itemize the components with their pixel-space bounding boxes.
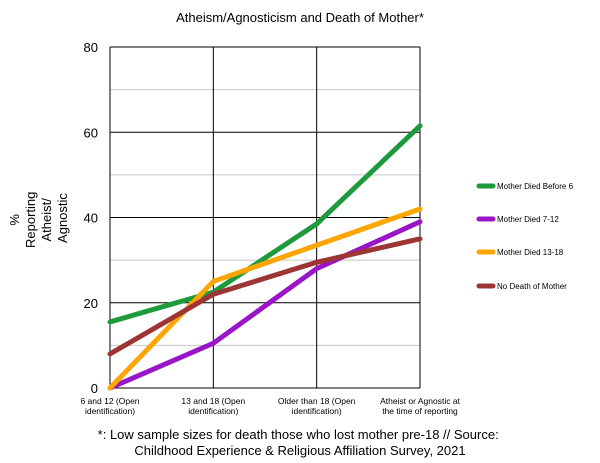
series-line [107,219,423,391]
legend: Mother Died Before 6 Mother Died 7-12 Moth… [476,182,574,291]
y-tick-label: 20 [84,296,98,311]
axes [109,47,420,389]
series-line [107,236,423,357]
x-tick-label-line: Older than 18 (Open [278,396,356,406]
y-axis-label: % Reporting Atheist/ Agnostic [7,188,70,248]
x-tick-label-line: Atheist or Agnostic at [380,396,460,406]
x-tick-label: 6 and 12 (Open identification) [80,396,139,416]
x-tick-label: Older than 18 (Open identification) [278,396,356,416]
y-axis-label-line: Reporting [23,192,38,248]
x-tick-label: 13 and 18 (Open identification) [181,396,245,416]
footnote: *: Low sample sizes for death those who … [98,427,503,458]
y-tick-label: 60 [84,125,98,140]
x-tick-label-line: 13 and 18 (Open [181,396,245,406]
x-tick-label-line: identification) [85,406,135,416]
x-tick-label-line: 6 and 12 (Open [80,396,139,406]
chart-title: Atheism/Agnosticism and Death of Mother* [176,10,424,25]
y-axis-label-line: Agnostic [55,193,70,243]
y-tick-label: 40 [84,211,98,226]
y-axis-label-line: % [7,214,22,226]
footnote-line: *: Low sample sizes for death those who … [98,427,499,442]
series-line [107,206,423,391]
legend-label: Mother Died 13-18 [497,248,564,257]
y-axis-ticks: 0 20 40 60 80 [84,40,98,396]
series-line [107,123,423,325]
x-tick-label-line: the time of reporting [382,406,458,416]
series-lines [107,123,423,391]
x-tick-label-line: identification) [188,406,238,416]
grid [110,46,421,388]
footnote-line: Childhood Experience & Religious Affilia… [134,443,465,458]
y-axis-label-line: Atheist/ [39,198,54,242]
legend-label: Mother Died Before 6 [497,182,574,191]
legend-label: No Death of Mother [497,282,567,291]
x-axis-ticks: 6 and 12 (Open identification)13 and 18 (… [80,396,460,416]
legend-label: Mother Died 7-12 [497,215,559,224]
x-tick-label-line: identification) [292,406,342,416]
y-tick-label: 80 [84,40,98,55]
y-tick-label: 0 [91,381,98,396]
x-tick-label: Atheist or Agnostic at the time of report… [380,396,460,416]
